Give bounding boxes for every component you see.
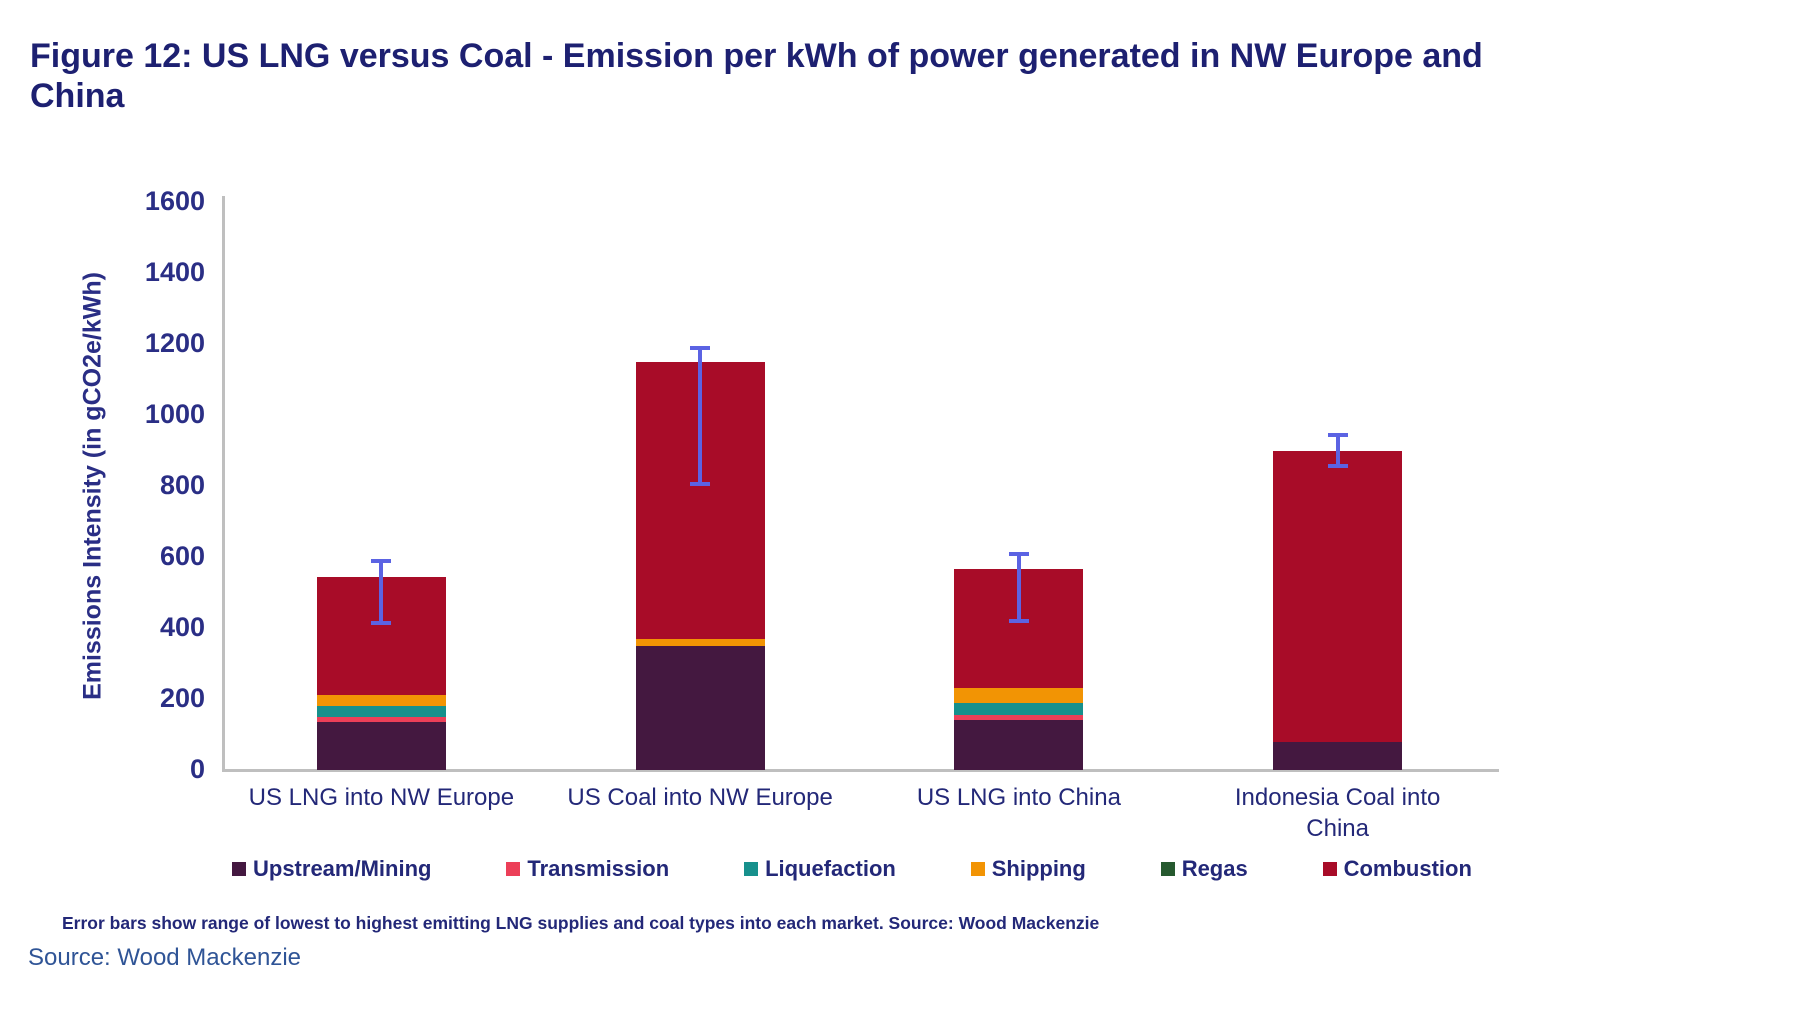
legend-label-upstream-mining: Upstream/Mining <box>253 856 432 881</box>
error-bar-line-us-lng-into-china <box>1016 551 1021 621</box>
legend-label-combustion: Combustion <box>1343 856 1472 881</box>
error-bar-cap-high-indonesia-coal-into-china <box>1327 432 1348 437</box>
error-bar-cap-high-us-coal-into-nw-europe <box>690 345 711 350</box>
y-tick-label-1000: 1000 <box>144 399 205 429</box>
error-bar-cap-low-us-lng-into-nw-europe <box>371 620 392 625</box>
bar-segment-us-lng-into-china-shipping <box>954 688 1084 703</box>
error-bar-cap-high-us-lng-into-nw-europe <box>371 558 392 563</box>
category-label-us-lng-into-nw-europe: US LNG into NW Europe <box>248 784 515 811</box>
error-bar-line-us-coal-into-nw-europe <box>698 345 703 485</box>
y-tick-label-0: 0 <box>189 754 205 784</box>
legend-label-transmission: Transmission <box>527 856 670 881</box>
legend: Upstream/Mining Transmission Liquefaction S… <box>232 854 1472 884</box>
y-tick-label-200: 200 <box>159 683 205 713</box>
y-tick-label-800: 800 <box>159 470 205 500</box>
error-bar-line-us-lng-into-nw-europe <box>379 558 384 623</box>
legend-swatch-transmission <box>506 862 521 876</box>
legend-item-regas: Regas <box>1160 856 1248 882</box>
y-tick-label-1400: 1400 <box>144 257 205 287</box>
error-bar-cap-high-us-lng-into-china <box>1008 551 1029 556</box>
footnote: Error bars show range of lowest to highe… <box>62 913 1100 933</box>
legend-label-regas: Regas <box>1181 856 1248 881</box>
bar-segment-indonesia-coal-into-china-combustion <box>1273 450 1403 742</box>
category-label-indonesia-coal-into-china: Indonesia Coal into China <box>1234 784 1441 842</box>
bar-segment-us-lng-into-nw-europe-transmission <box>316 716 446 723</box>
legend-swatch-shipping <box>970 862 985 876</box>
legend-item-combustion: Combustion <box>1322 856 1472 882</box>
category-label-us-coal-into-nw-europe: US Coal into NW Europe <box>567 784 833 811</box>
error-bar-cap-low-us-coal-into-nw-europe <box>690 482 711 487</box>
bar-segment-us-lng-into-china-liquefaction <box>954 702 1084 715</box>
x-axis-line <box>222 769 1499 772</box>
legend-item-liquefaction: Liquefaction <box>744 856 896 882</box>
bar-segment-us-lng-into-nw-europe-shipping <box>316 695 446 707</box>
legend-item-upstream-mining: Upstream/Mining <box>232 856 431 882</box>
legend-swatch-regas <box>1160 862 1175 876</box>
bar-segment-us-lng-into-nw-europe-liquefaction <box>316 706 446 717</box>
legend-swatch-combustion <box>1322 862 1337 876</box>
legend-item-shipping: Shipping <box>970 856 1086 882</box>
legend-label-liquefaction: Liquefaction <box>765 856 896 881</box>
error-bar-line-indonesia-coal-into-china <box>1335 432 1340 467</box>
y-tick-label-400: 400 <box>159 612 205 642</box>
error-bar-cap-low-us-lng-into-china <box>1008 618 1029 623</box>
bar-segment-us-coal-into-nw-europe-shipping <box>635 638 765 646</box>
y-tick-label-1200: 1200 <box>144 328 205 358</box>
legend-swatch-liquefaction <box>744 862 759 876</box>
source-note: Source: Wood Mackenzie <box>28 944 302 971</box>
error-bar-cap-low-indonesia-coal-into-china <box>1327 464 1348 469</box>
legend-swatch-upstream-mining <box>232 862 246 876</box>
bar-segment-us-lng-into-china-transmission <box>954 714 1084 721</box>
category-label-us-lng-into-china: US LNG into China <box>916 784 1121 811</box>
bar-segment-us-lng-into-nw-europe-upstream-mining <box>316 722 446 770</box>
bar-segment-us-coal-into-nw-europe-upstream-mining <box>635 645 765 770</box>
bar-segment-us-lng-into-china-upstream-mining <box>954 720 1084 770</box>
bar-segment-indonesia-coal-into-china-upstream-mining <box>1273 741 1403 770</box>
legend-label-shipping: Shipping <box>991 856 1086 881</box>
y-tick-label-1600: 1600 <box>144 186 205 216</box>
figure-title: Figure 12: US LNG versus Coal - Emission… <box>30 37 1483 115</box>
y-tick-label-600: 600 <box>159 541 205 571</box>
legend-item-transmission: Transmission <box>506 856 669 882</box>
y-axis-line <box>222 196 225 772</box>
